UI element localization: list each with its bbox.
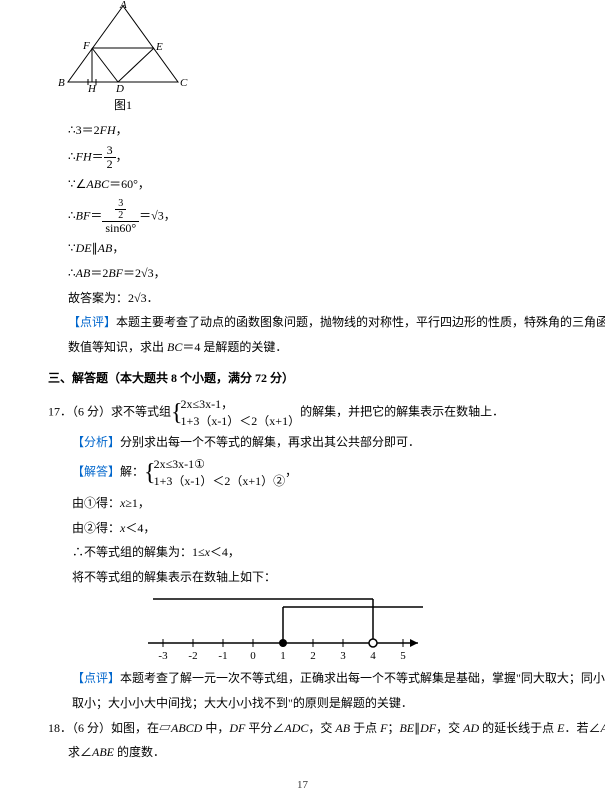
number-line: -3 -2 -1 0 1 2 3 4 5: [138, 593, 569, 663]
svg-text:5: 5: [400, 650, 406, 662]
proof-line-1: ∴3＝2FH，: [48, 119, 569, 142]
q17-analysis: 【分析】分别求出每一个不等式的解集，再求出其公共部分即可．: [48, 431, 569, 454]
proof-line-4: ∴BF＝32sin60°＝√3，: [48, 198, 569, 235]
comment-2-line-2: 取小；大小小大中间找；大大小小找不到"的原则是解题的关键．: [48, 692, 569, 715]
proof-line-5: ∵DE∥AB，: [48, 237, 569, 260]
proof-line-2: ∴FH＝32，: [48, 144, 569, 171]
svg-text:1: 1: [280, 650, 286, 662]
proof-line-7: 故答案为：2√3．: [48, 287, 569, 310]
svg-text:2: 2: [310, 650, 316, 662]
comment-2-line-1: 【点评】本题考查了解一元一次不等式组，正确求出每一个不等式解集是基础，掌握"同大…: [48, 667, 569, 690]
svg-text:D: D: [115, 83, 124, 92]
q17-step-3: ∴不等式组的解集为：1≤x＜4，: [48, 541, 569, 564]
svg-text:H: H: [87, 83, 97, 92]
figure-1-caption: 图1: [58, 94, 188, 117]
svg-text:A: A: [119, 0, 127, 11]
q18-stem-line-1: 18．（6 分）如图，在▱ABCD 中，DF 平分∠ADC，交 AB 于点 F；…: [48, 717, 569, 740]
svg-text:B: B: [58, 77, 65, 89]
q18-stem-line-2: 求∠ABE 的度数．: [48, 741, 569, 764]
section-3-heading: 三、解答题（本大题共 8 个小题，满分 72 分）: [48, 367, 569, 390]
svg-text:3: 3: [340, 650, 346, 662]
svg-text:-1: -1: [218, 650, 227, 662]
svg-text:-3: -3: [158, 650, 168, 662]
svg-text:F: F: [82, 40, 90, 52]
q17-step-2: 由②得：x＜4，: [48, 517, 569, 540]
q17-step-4: 将不等式组的解集表示在数轴上如下：: [48, 566, 569, 589]
comment-1-line-2: 数值等知识，求出 BC＝4 是解题的关键．: [48, 336, 569, 359]
svg-text:0: 0: [250, 650, 256, 662]
proof-line-3: ∵∠ABC＝60°，: [48, 173, 569, 196]
svg-text:-2: -2: [188, 650, 197, 662]
svg-text:C: C: [180, 77, 188, 89]
q17-solution-head: 【解答】解：{2x≤3x-1①1+3（x-1）＜2（x+1）②，: [48, 456, 569, 490]
svg-text:E: E: [155, 41, 163, 53]
q17-stem: 17．（6 分）求不等式组{2x≤3x-1，1+3（x-1）＜2（x+1）的解集…: [48, 396, 569, 430]
svg-text:4: 4: [370, 650, 376, 662]
page-number: 17: [0, 779, 605, 791]
q17-step-1: 由①得：x≥1，: [48, 492, 569, 515]
proof-line-6: ∴AB＝2BF＝2√3，: [48, 262, 569, 285]
figure-1-triangle: A B C F E H D: [58, 0, 569, 92]
comment-1-line-1: 【点评】本题主要考查了动点的函数图象问题，抛物线的对称性，平行四边形的性质，特殊…: [48, 311, 569, 334]
